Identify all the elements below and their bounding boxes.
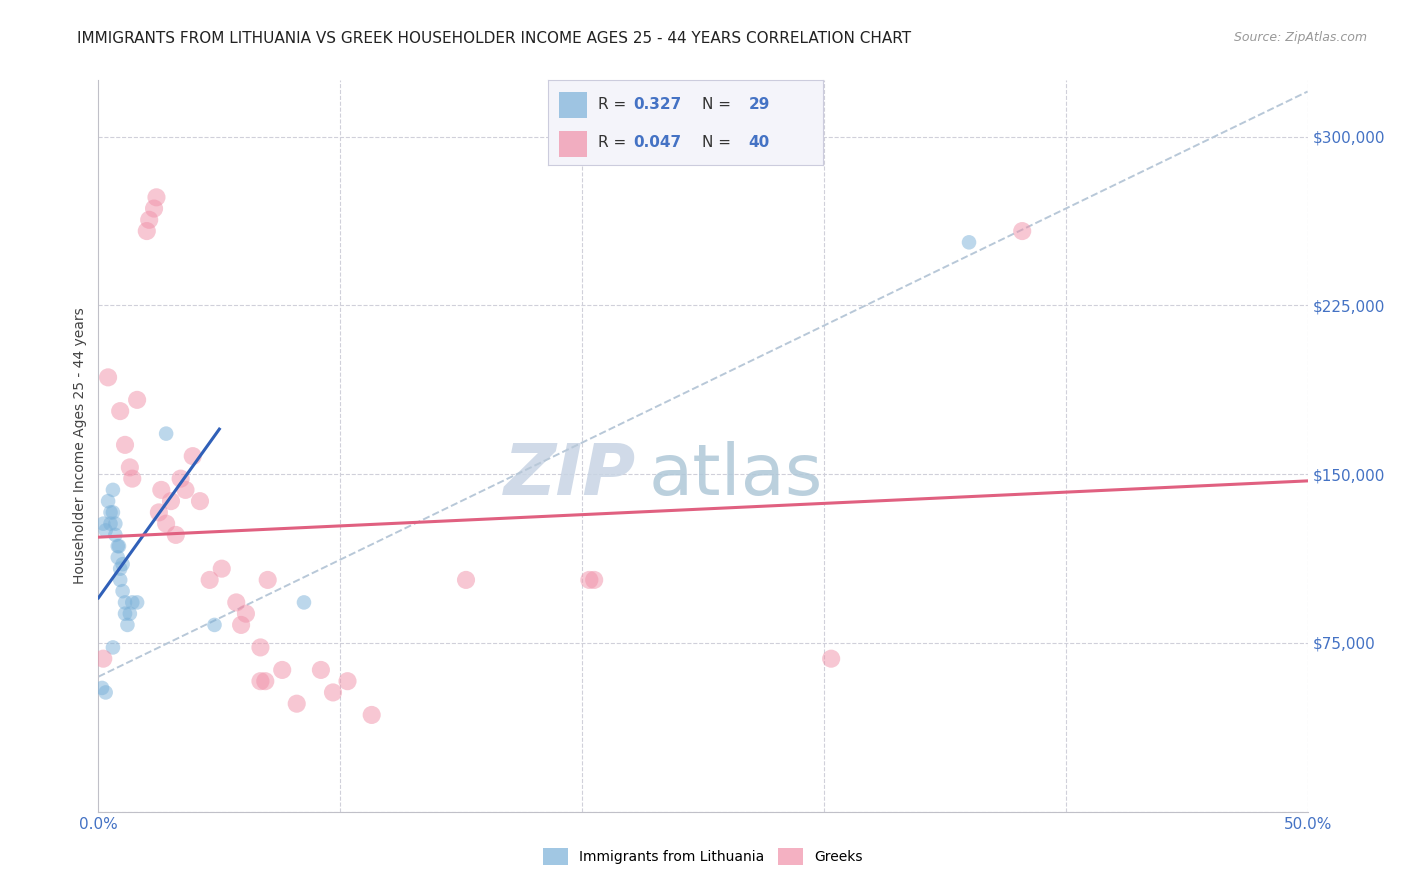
Point — [285, 697, 308, 711]
Point — [127, 595, 149, 609]
Point — [583, 573, 606, 587]
Point — [454, 573, 477, 587]
Point — [1011, 224, 1033, 238]
Text: atlas: atlas — [648, 441, 823, 509]
Point — [111, 557, 134, 571]
Point — [91, 651, 114, 665]
Point — [97, 494, 120, 508]
Point — [578, 573, 600, 587]
Point — [181, 449, 204, 463]
Point — [135, 224, 157, 238]
Point — [256, 573, 278, 587]
Point — [820, 651, 842, 665]
Legend: Immigrants from Lithuania, Greeks: Immigrants from Lithuania, Greeks — [537, 843, 869, 871]
Point — [107, 539, 129, 553]
Bar — [560, 131, 586, 157]
Point — [254, 674, 277, 689]
Point — [118, 460, 141, 475]
Point — [101, 483, 124, 497]
Point — [97, 370, 120, 384]
Point — [121, 595, 143, 609]
Point — [108, 404, 131, 418]
Point — [108, 573, 131, 587]
Point — [204, 618, 226, 632]
Point — [91, 516, 114, 531]
Point — [211, 562, 233, 576]
Point — [169, 472, 191, 486]
Point — [114, 607, 136, 621]
Point — [108, 562, 131, 576]
Point — [336, 674, 359, 689]
Point — [94, 685, 117, 699]
Point — [188, 494, 211, 508]
Point — [107, 550, 129, 565]
Text: 40: 40 — [748, 136, 769, 151]
Point — [94, 524, 117, 538]
Point — [104, 528, 127, 542]
Point — [271, 663, 294, 677]
Text: IMMIGRANTS FROM LITHUANIA VS GREEK HOUSEHOLDER INCOME AGES 25 - 44 YEARS CORRELA: IMMIGRANTS FROM LITHUANIA VS GREEK HOUSE… — [77, 31, 911, 46]
Point — [100, 505, 122, 519]
Point — [165, 528, 187, 542]
Point — [155, 426, 177, 441]
Point — [174, 483, 197, 497]
Text: Source: ZipAtlas.com: Source: ZipAtlas.com — [1233, 31, 1367, 45]
Point — [148, 505, 170, 519]
Point — [121, 472, 143, 486]
Point — [91, 681, 114, 695]
Point — [292, 595, 315, 609]
Point — [111, 584, 134, 599]
Text: ZIP: ZIP — [505, 441, 637, 509]
Text: 0.047: 0.047 — [633, 136, 682, 151]
Point — [114, 438, 136, 452]
Point — [957, 235, 980, 250]
Point — [155, 516, 177, 531]
Y-axis label: Householder Income Ages 25 - 44 years: Householder Income Ages 25 - 44 years — [73, 308, 87, 584]
Point — [198, 573, 221, 587]
Point — [160, 494, 183, 508]
Point — [127, 392, 149, 407]
Point — [322, 685, 344, 699]
Bar — [560, 92, 586, 118]
Text: R =: R = — [598, 136, 631, 151]
Text: 0.327: 0.327 — [633, 97, 682, 112]
Point — [225, 595, 247, 609]
Point — [101, 505, 124, 519]
Point — [114, 595, 136, 609]
Point — [108, 539, 131, 553]
Point — [100, 516, 122, 531]
Point — [104, 516, 127, 531]
Point — [249, 640, 271, 655]
Point — [229, 618, 252, 632]
Point — [249, 674, 271, 689]
Text: 29: 29 — [748, 97, 770, 112]
Point — [143, 202, 166, 216]
Point — [145, 190, 167, 204]
Point — [150, 483, 173, 497]
Point — [118, 607, 141, 621]
Point — [235, 607, 257, 621]
Point — [138, 212, 160, 227]
Text: R =: R = — [598, 97, 631, 112]
Point — [117, 618, 139, 632]
Point — [360, 708, 382, 723]
Point — [101, 640, 124, 655]
Text: N =: N = — [702, 136, 735, 151]
Point — [309, 663, 332, 677]
Text: N =: N = — [702, 97, 735, 112]
